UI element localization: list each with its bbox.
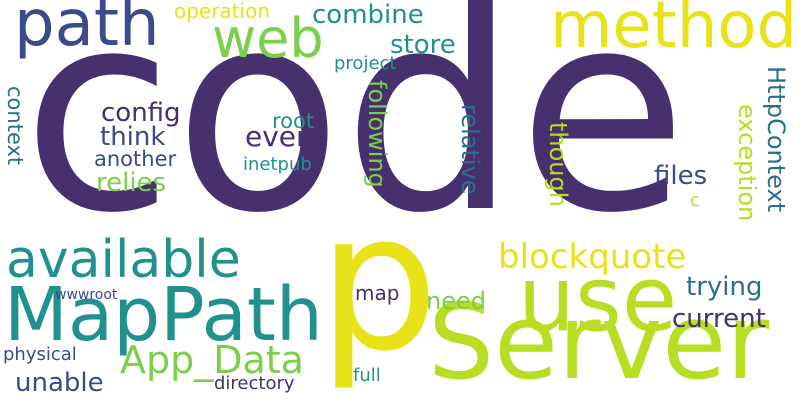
word-current: current xyxy=(672,304,766,334)
word-combine: combine xyxy=(312,0,424,30)
word-config: config xyxy=(101,98,181,128)
word-code: code xyxy=(22,0,688,274)
word-inetpub: inetpub xyxy=(243,154,312,175)
word-map: map xyxy=(355,281,400,305)
word-operation: operation xyxy=(174,0,271,23)
word-following: following xyxy=(363,80,391,188)
word-physical: physical xyxy=(3,344,77,365)
word-even: even xyxy=(245,120,314,153)
word-use: use xyxy=(518,247,678,352)
word-project: project xyxy=(334,53,397,74)
word-c: c xyxy=(690,190,700,211)
word-app-data: App_Data xyxy=(120,338,304,382)
word-relative: relative xyxy=(456,104,484,195)
word-method: method xyxy=(550,0,798,63)
word-trying: trying xyxy=(686,272,763,302)
word-exception: exception xyxy=(733,104,761,222)
word-httpcontext: HttpContext xyxy=(762,66,790,213)
word-server: Server xyxy=(428,281,770,400)
word-mappath: MapPath xyxy=(4,272,323,358)
word-wwwroot: wwwroot xyxy=(55,287,118,303)
word-directory: directory xyxy=(214,373,295,394)
word-available: available xyxy=(6,230,241,290)
word-context: context xyxy=(3,86,27,166)
word-blockquote: blockquote xyxy=(498,237,687,277)
word-another: another xyxy=(94,147,177,171)
word-path: path xyxy=(14,0,160,61)
word-unable: unable xyxy=(15,368,104,398)
word-store: store xyxy=(390,30,456,60)
word-p: p xyxy=(318,172,439,393)
word-relies: relies xyxy=(96,168,167,198)
word-need: need xyxy=(426,287,486,315)
word-full: full xyxy=(353,365,381,386)
word-files: files xyxy=(654,161,708,191)
word-web: web xyxy=(212,7,324,70)
word-root: root xyxy=(272,109,315,133)
word-think: think xyxy=(100,122,166,152)
word-though: though xyxy=(544,122,572,207)
